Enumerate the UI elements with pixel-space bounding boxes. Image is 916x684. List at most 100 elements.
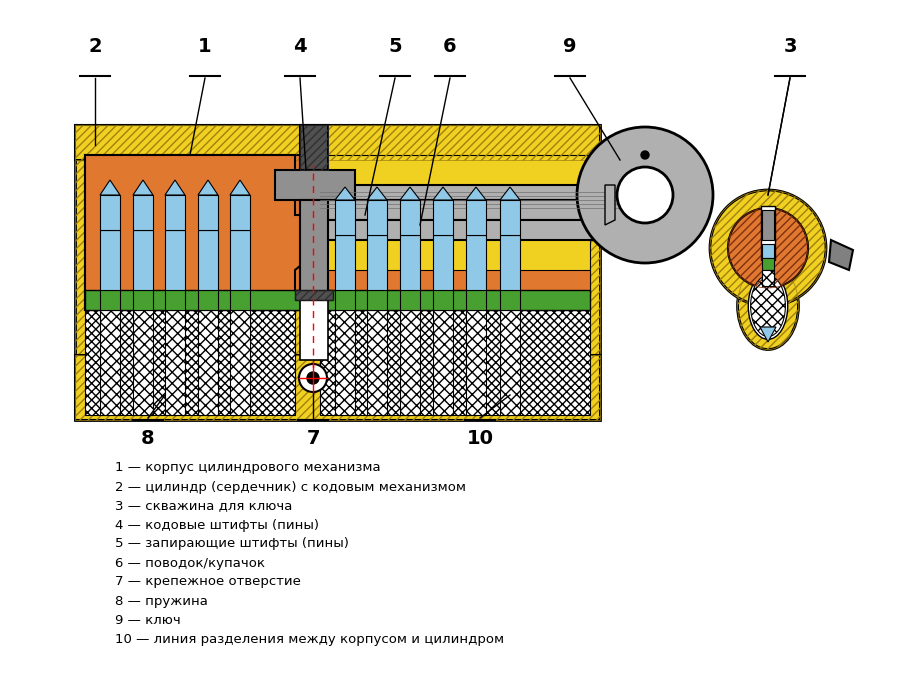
Circle shape [617, 167, 673, 223]
Text: 5: 5 [388, 38, 402, 57]
Polygon shape [466, 187, 486, 200]
Bar [500, 310, 520, 415]
Bar [400, 310, 420, 415]
Bar [75, 355, 600, 420]
Bar [133, 230, 153, 290]
Bar [198, 310, 218, 415]
Bar [466, 310, 486, 415]
Text: 3: 3 [783, 38, 797, 57]
Bar [133, 290, 153, 310]
Ellipse shape [737, 263, 799, 350]
Bar [335, 310, 355, 415]
Circle shape [307, 372, 319, 384]
Text: 5 — запирающие штифты (пины): 5 — запирающие штифты (пины) [115, 538, 349, 551]
Bar [100, 290, 120, 310]
Text: 8: 8 [141, 428, 155, 447]
Polygon shape [605, 185, 615, 225]
Text: 9 — ключ: 9 — ключ [115, 614, 180, 627]
Polygon shape [829, 240, 853, 270]
Bar [300, 300, 328, 360]
Bar [85, 290, 300, 310]
Bar [230, 310, 250, 415]
Text: 9: 9 [563, 38, 577, 57]
Bar [230, 195, 250, 230]
Bar [198, 290, 218, 310]
Text: 4 — кодовые штифты (пины): 4 — кодовые штифты (пины) [115, 518, 319, 531]
Bar [315, 185, 655, 200]
Bar [500, 235, 520, 290]
Polygon shape [760, 327, 776, 342]
Bar [85, 155, 300, 310]
Polygon shape [165, 180, 185, 195]
Text: 1: 1 [198, 38, 212, 57]
Text: 7: 7 [306, 428, 320, 447]
Text: 2: 2 [88, 38, 102, 57]
Bar [75, 355, 600, 420]
Polygon shape [100, 180, 120, 195]
Bar [320, 310, 590, 415]
Bar [400, 235, 420, 290]
Bar [762, 210, 774, 240]
Bar [100, 310, 120, 415]
Circle shape [577, 127, 713, 263]
Polygon shape [230, 180, 250, 195]
Bar [100, 230, 120, 290]
Bar [198, 230, 218, 290]
Bar [165, 290, 185, 310]
Bar [367, 310, 387, 415]
Bar [75, 125, 600, 420]
Bar [230, 290, 250, 310]
Bar [500, 200, 520, 235]
Text: 1 — корпус цилиндрового механизма: 1 — корпус цилиндрового механизма [115, 462, 381, 475]
Bar [100, 195, 120, 230]
Circle shape [728, 208, 808, 288]
Polygon shape [335, 187, 355, 200]
Bar [315, 220, 605, 240]
Text: 6: 6 [443, 38, 457, 57]
Bar [400, 290, 420, 310]
Bar [367, 290, 387, 310]
Polygon shape [433, 187, 453, 200]
Bar [367, 235, 387, 290]
Bar [75, 125, 600, 160]
Polygon shape [367, 187, 387, 200]
Bar [500, 290, 520, 310]
Polygon shape [400, 187, 420, 200]
Text: 8 — пружина: 8 — пружина [115, 594, 208, 607]
Bar [762, 244, 774, 258]
Bar [433, 290, 453, 310]
Text: 4: 4 [293, 38, 307, 57]
Bar [300, 200, 328, 295]
Ellipse shape [748, 273, 788, 339]
Polygon shape [85, 155, 320, 310]
Bar [433, 310, 453, 415]
Bar [433, 200, 453, 235]
Circle shape [710, 190, 826, 306]
Bar [133, 310, 153, 415]
Bar [275, 170, 355, 200]
Bar [335, 200, 355, 235]
Polygon shape [198, 180, 218, 195]
Bar [295, 290, 333, 300]
Bar [761, 206, 775, 260]
Bar [433, 235, 453, 290]
Text: 10 — линия разделения между корпусом и цилиндром: 10 — линия разделения между корпусом и ц… [115, 633, 504, 646]
Text: 2 — цилиндр (сердечник) с кодовым механизмом: 2 — цилиндр (сердечник) с кодовым механи… [115, 480, 466, 493]
Bar [75, 125, 600, 420]
Bar [230, 230, 250, 290]
Bar [165, 230, 185, 290]
Bar [320, 155, 590, 295]
Bar [165, 195, 185, 230]
Bar [367, 200, 387, 235]
Circle shape [299, 364, 327, 392]
Bar [295, 290, 333, 300]
Bar [165, 310, 185, 415]
Bar [198, 195, 218, 230]
Bar [335, 290, 355, 310]
Bar [320, 270, 590, 295]
Polygon shape [133, 180, 153, 195]
Text: 6 — поводок/купачок: 6 — поводок/купачок [115, 557, 265, 570]
Bar [466, 200, 486, 235]
Polygon shape [500, 187, 520, 200]
Bar [762, 270, 774, 286]
